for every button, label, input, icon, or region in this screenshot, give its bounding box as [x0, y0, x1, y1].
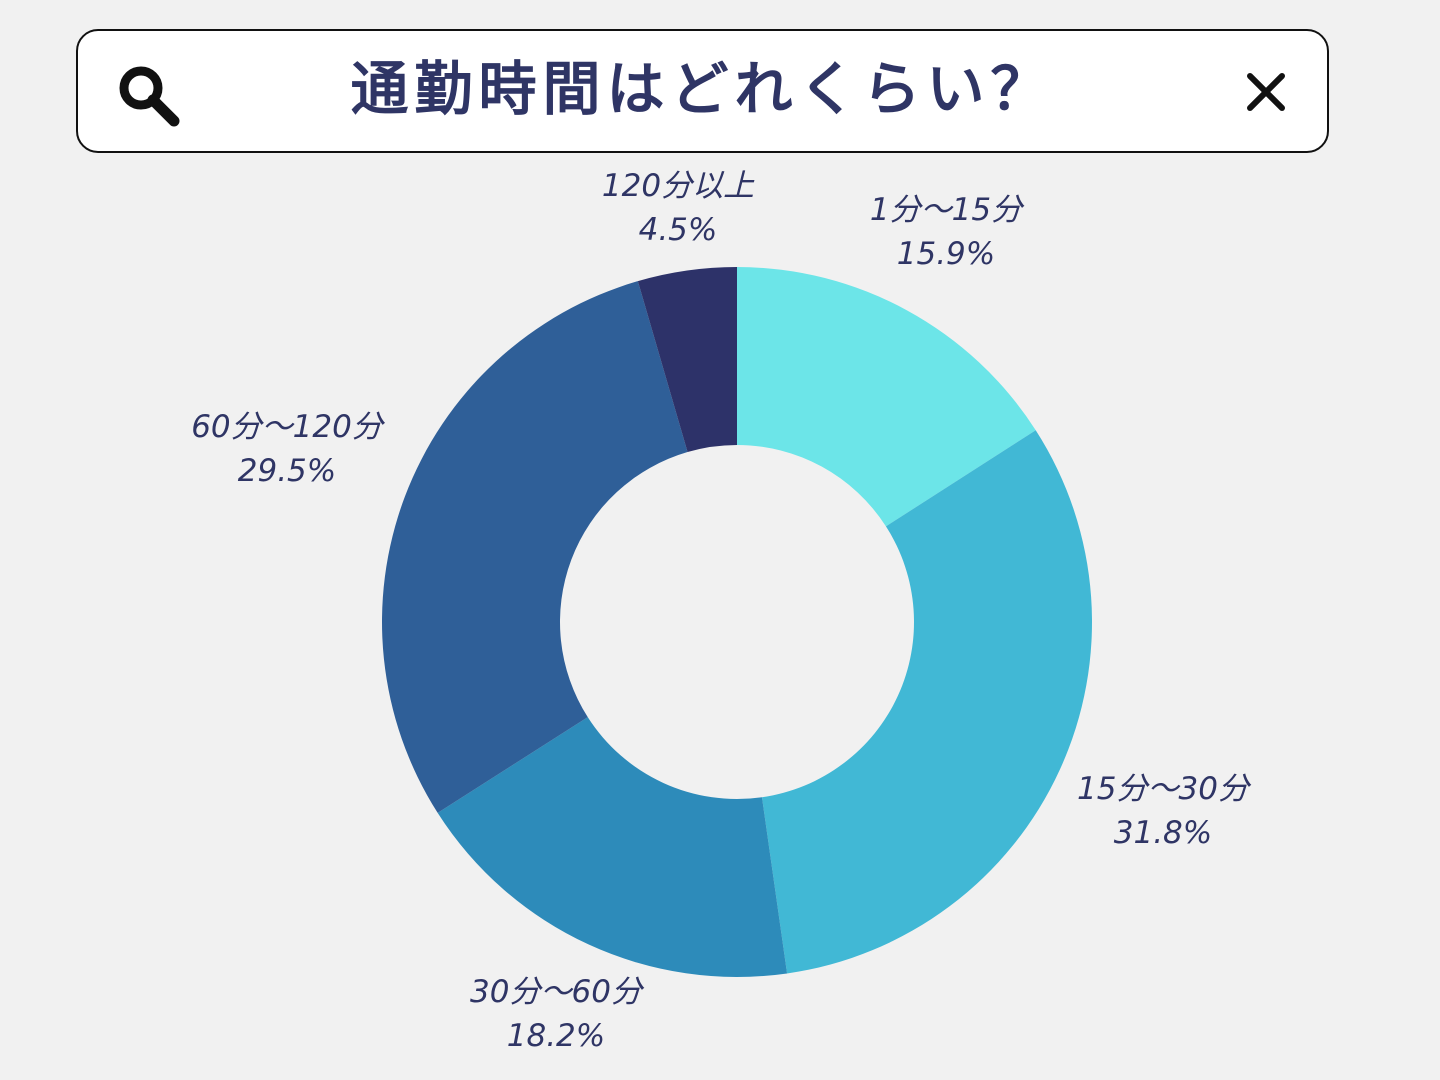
slice-value-label: 15.9% [897, 236, 995, 272]
slice-value-label: 29.5% [238, 453, 336, 489]
donut-slice-2 [761, 430, 1092, 974]
slice-value-label: 4.5% [639, 212, 718, 248]
slice-category-label: 60分～120分 [191, 409, 386, 445]
donut-slice-3 [437, 717, 788, 977]
donut-slice-1 [737, 267, 1036, 527]
donut-slice-5 [637, 267, 737, 453]
slice-category-label: 30分～60分 [470, 974, 645, 1010]
slice-category-label: 1分～15分 [870, 192, 1025, 228]
close-icon[interactable] [1245, 71, 1287, 113]
donut-slice-4 [382, 281, 688, 813]
search-icon[interactable] [114, 61, 184, 131]
slice-value-label: 31.8% [1114, 815, 1212, 851]
slice-category-label: 15分～30分 [1077, 771, 1252, 807]
search-bar[interactable]: 通勤時間はどれくらい？ [76, 29, 1329, 153]
slice-category-label: 120分以上 [602, 168, 755, 204]
slice-value-label: 18.2% [507, 1018, 605, 1054]
search-title: 通勤時間はどれくらい？ [350, 55, 1055, 123]
